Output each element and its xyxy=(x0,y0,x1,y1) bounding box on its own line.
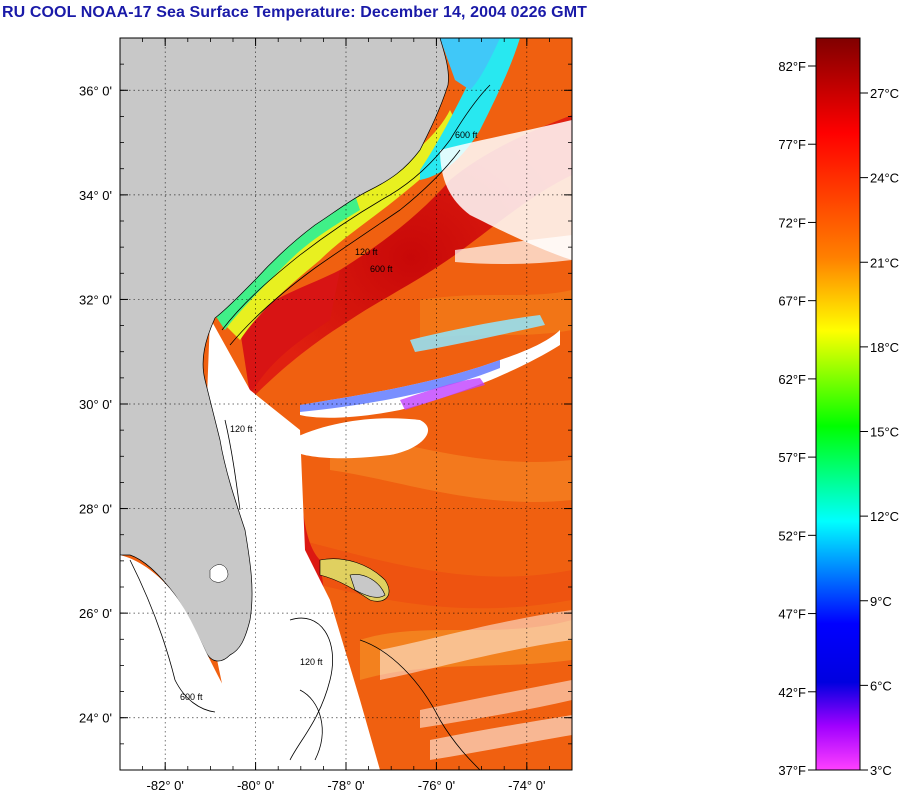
no-data-swath-gap xyxy=(205,318,380,770)
chart-title: RU COOL NOAA-17 Sea Surface Temperature:… xyxy=(2,4,588,21)
inshore-cool-water xyxy=(215,195,360,330)
colorbar-label-f: 42°F xyxy=(778,685,806,700)
colorbar-label-f: 52°F xyxy=(778,528,806,543)
gulf-stream-west xyxy=(240,270,340,395)
contour-label: 600 ft xyxy=(455,130,478,140)
colorbar-label-c: 12°C xyxy=(870,509,899,524)
lat-tick-label: 26° 0' xyxy=(79,606,112,621)
lon-tick-label: -76° 0' xyxy=(418,778,455,793)
colorbar-label-c: 15°C xyxy=(870,425,899,440)
cloud-patches xyxy=(290,120,572,760)
contour-label: 120 ft xyxy=(230,424,253,434)
contour-label: 120 ft xyxy=(300,657,323,667)
lon-tick-label: -80° 0' xyxy=(237,778,274,793)
colorbar xyxy=(815,37,861,771)
lat-tick-label: 28° 0' xyxy=(79,502,112,517)
contour-label: 600 ft xyxy=(180,692,203,702)
colorbar-label-f: 67°F xyxy=(778,294,806,309)
colorbar-label-c: 24°C xyxy=(870,171,899,186)
colorbar-label-c: 18°C xyxy=(870,340,899,355)
colorbar-label-c: 21°C xyxy=(870,255,899,270)
lon-tick-label: -78° 0' xyxy=(327,778,364,793)
contour-label: 600 ft xyxy=(370,264,393,274)
bahamas-island xyxy=(349,574,386,598)
colorbar-label-f: 72°F xyxy=(778,215,806,230)
contour-label: 120 ft xyxy=(355,247,378,257)
colorbar-label-f: 57°F xyxy=(778,450,806,465)
colorbar-label-f: 82°F xyxy=(778,59,806,74)
lat-tick-label: 32° 0' xyxy=(79,292,112,307)
lat-tick-label: 24° 0' xyxy=(79,711,112,726)
land-us-southeast xyxy=(120,38,449,662)
graticule xyxy=(120,38,572,770)
colorbar-label-f: 47°F xyxy=(778,607,806,622)
chesapeake-water xyxy=(440,38,500,90)
colorbar-label-f: 37°F xyxy=(778,763,806,778)
lat-tick-label: 34° 0' xyxy=(79,188,112,203)
colorbar-label-c: 9°C xyxy=(870,594,892,609)
colorbar-label-c: 27°C xyxy=(870,86,899,101)
colorbar-ticks: 82°F 77°F 72°F 67°F 62°F 57°F 52°F 47°F 42°F 37°F… xyxy=(778,59,899,778)
colorbar-label-c: 6°C xyxy=(870,678,892,693)
colorbar-label-c: 3°C xyxy=(870,763,892,778)
map-panel xyxy=(120,38,572,770)
colorbar-label-f: 62°F xyxy=(778,372,806,387)
lon-tick-label: -82° 0' xyxy=(147,778,184,793)
lake-okeechobee xyxy=(209,564,229,583)
depth-contours xyxy=(129,84,491,770)
lon-tick-label: -74° 0' xyxy=(508,778,545,793)
colorbar-label-f: 77°F xyxy=(778,137,806,152)
lat-tick-label: 30° 0' xyxy=(79,397,112,412)
map-axes: 36° 0' 34° 0' 32° 0' 30° 0' 28° 0' 26° 0' 24° … xyxy=(79,37,573,793)
gulf-of-mexico-nodata xyxy=(120,555,250,770)
lat-tick-label: 36° 0' xyxy=(79,83,112,98)
